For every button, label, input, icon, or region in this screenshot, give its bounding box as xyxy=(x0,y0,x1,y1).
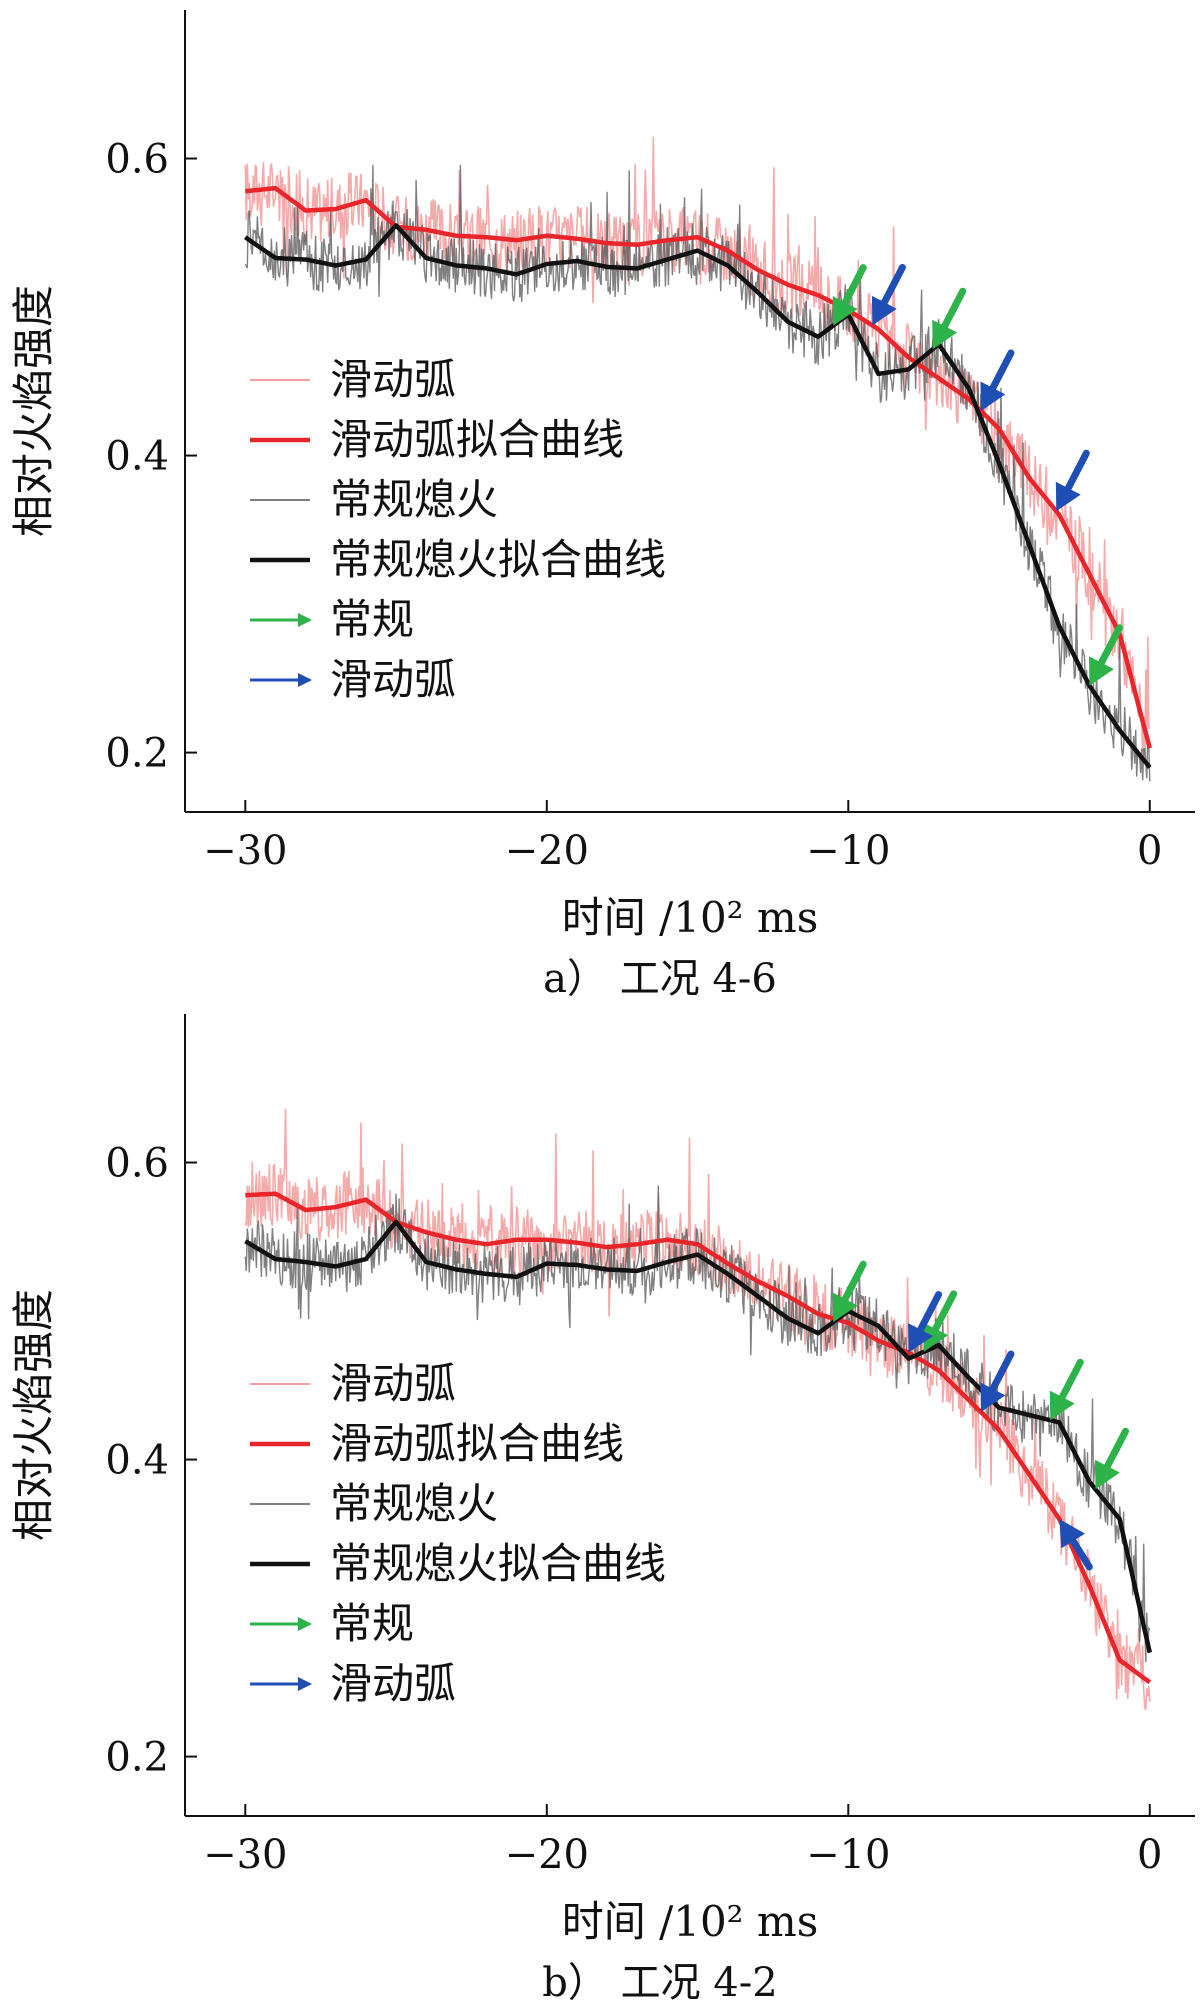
arrow-arc-head xyxy=(908,1323,933,1353)
arrow-conventional-head xyxy=(1049,1390,1075,1421)
x-tick-label: −30 xyxy=(203,828,287,874)
arrow-arc xyxy=(871,263,906,326)
arrow-arc xyxy=(908,1291,943,1353)
arrow-conventional xyxy=(1095,1427,1130,1490)
arrow-conventional-head xyxy=(832,296,858,326)
y-tick-label: 0.2 xyxy=(105,731,169,777)
y-tick-label: 0.6 xyxy=(105,1141,169,1187)
legend-label: 常规 xyxy=(330,1599,414,1648)
legend-item: 常规 xyxy=(250,1599,414,1648)
arrow-conventional xyxy=(932,287,967,350)
legend-label: 滑动弧 xyxy=(330,1359,456,1408)
panel-b: 0.2 0.4 0.6 −30 −20 −10 0 相对火焰强度时间 /10² ms b） 工况… xyxy=(0,1004,1200,2008)
y-tick-label: 0.6 xyxy=(105,137,169,183)
arrow-conventional-shaft xyxy=(1101,1427,1130,1475)
series-fit-conventional xyxy=(244,223,1152,769)
x-tick-label: −10 xyxy=(806,1832,890,1878)
series-fit-conventional xyxy=(244,1219,1152,1654)
series-raw-conventional xyxy=(244,164,1151,782)
arrow-arc xyxy=(1059,1518,1093,1571)
legend-arrowhead xyxy=(298,1617,312,1631)
x-tick-label: 0 xyxy=(1137,1832,1162,1878)
legend-arrowhead xyxy=(298,613,312,627)
arrow-arc xyxy=(980,1350,1015,1413)
arrow-arc-head xyxy=(980,381,1006,411)
legend-label: 滑动弧 xyxy=(330,1659,456,1708)
x-tick-label: 0 xyxy=(1137,828,1162,874)
x-axis-label: 时间 /10² ms xyxy=(562,1897,819,1946)
y-tick-label: 0.2 xyxy=(105,1735,169,1781)
legend-label: 滑动弧 xyxy=(330,655,456,704)
legend-item: 滑动弧 xyxy=(250,1359,456,1408)
legend-label: 常规 xyxy=(330,595,414,644)
arrow-arc-shaft xyxy=(914,1291,943,1338)
x-tick-label: −30 xyxy=(203,1832,287,1878)
legend-label: 滑动弧 xyxy=(330,355,456,404)
arrow-conventional-head xyxy=(932,319,958,350)
legend-label: 滑动弧拟合曲线 xyxy=(330,415,624,464)
arrow-conventional-shaft xyxy=(839,1260,867,1308)
series-raw-arc xyxy=(244,1108,1151,1711)
arrow-conventional xyxy=(1088,624,1123,686)
legend-item: 滑动弧 xyxy=(250,1659,456,1708)
arrow-arc xyxy=(1055,449,1090,512)
arrow-conventional xyxy=(1049,1358,1084,1421)
arrow-arc-head xyxy=(1059,1518,1085,1549)
x-tick-label: −20 xyxy=(505,828,589,874)
arrow-conventional-shaft xyxy=(929,1290,958,1337)
arrow-arc-shaft xyxy=(987,349,1015,396)
arrow-conventional-head xyxy=(1095,1459,1120,1490)
x-tick-label: −10 xyxy=(806,828,890,874)
arrow-conventional xyxy=(832,1260,867,1323)
arrow-arc-head xyxy=(871,295,897,326)
arrow-arc-shaft xyxy=(1062,449,1090,497)
y-tick-label: 0.4 xyxy=(105,1438,169,1484)
arrow-arc-head xyxy=(1055,481,1081,512)
legend-item: 常规熄火拟合曲线 xyxy=(250,1539,666,1588)
arrow-conventional-shaft xyxy=(839,264,867,311)
arrow-conventional-shaft xyxy=(938,287,967,335)
arrow-arc xyxy=(980,349,1015,411)
legend-item: 滑动弧拟合曲线 xyxy=(250,1419,624,1468)
arrow-conventional-head xyxy=(923,1322,949,1352)
y-axis-label: 相对火焰强度 xyxy=(9,1289,58,1541)
legend-item: 滑动弧 xyxy=(250,655,456,704)
arrow-conventional-head xyxy=(832,1292,858,1323)
arrow-arc-head xyxy=(980,1382,1006,1413)
y-axis-label: 相对火焰强度 xyxy=(9,285,58,537)
panel-a: 0.2 0.4 0.6 −30 −20 −10 0 相对火焰强度时间 /10² ms a） 工况… xyxy=(9,10,1195,1002)
x-tick-label: −20 xyxy=(505,1832,589,1878)
arrow-conventional-shaft xyxy=(1056,1358,1084,1406)
legend-label: 常规熄火拟合曲线 xyxy=(330,1539,666,1588)
arrow-conventional xyxy=(832,264,867,326)
legend-item: 常规熄火 xyxy=(250,1479,498,1528)
legend-item: 常规熄火 xyxy=(250,475,498,524)
arrow-arc-shaft xyxy=(878,263,906,311)
panel-caption: b） 工况 4-2 xyxy=(542,1960,777,2006)
legend-label: 常规熄火 xyxy=(330,1479,498,1528)
legend-arrowhead xyxy=(298,1677,312,1691)
legend-arrowhead xyxy=(298,673,312,687)
legend-item: 滑动弧 xyxy=(250,355,456,404)
arrow-arc-shaft xyxy=(987,1350,1015,1397)
arrow-conventional-shaft xyxy=(1095,624,1123,671)
legend-item: 常规 xyxy=(250,595,414,644)
legend-item: 常规熄火拟合曲线 xyxy=(250,535,666,584)
legend-label: 常规熄火 xyxy=(330,475,498,524)
x-axis-label: 时间 /10² ms xyxy=(562,893,819,942)
y-tick-label: 0.4 xyxy=(105,434,169,480)
legend-label: 常规熄火拟合曲线 xyxy=(330,535,666,584)
legend-item: 滑动弧拟合曲线 xyxy=(250,415,624,464)
arrow-conventional-head xyxy=(1088,656,1114,686)
panel-caption: a） 工况 4-6 xyxy=(543,956,777,1002)
arrow-conventional xyxy=(923,1290,958,1352)
legend-label: 滑动弧拟合曲线 xyxy=(330,1419,624,1468)
